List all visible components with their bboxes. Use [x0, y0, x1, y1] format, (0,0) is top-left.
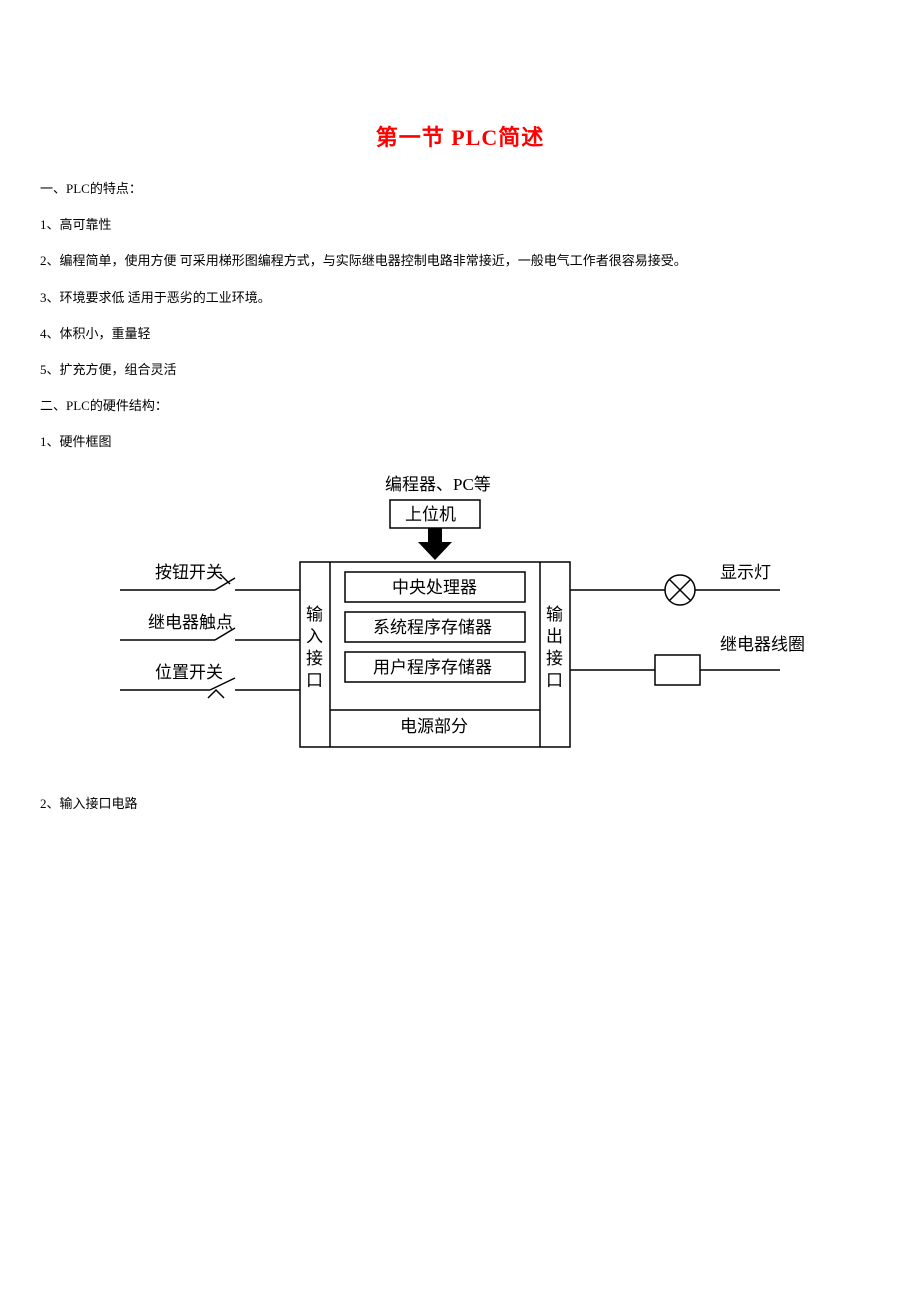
heading-features: 一、PLC的特点： [40, 180, 880, 198]
arrow-shaft [428, 528, 442, 542]
feature-item: 2、编程简单，使用方便 可采用梯形图编程方式，与实际继电器控制电路非常接近，一般… [40, 252, 880, 270]
diagram-input-label: 按钮开关 [155, 563, 223, 582]
diagram-power-label: 电源部分 [400, 717, 468, 736]
feature-item: 3、环境要求低 适用于恶劣的工业环境。 [40, 289, 880, 307]
diagram-output-label: 显示灯 [720, 563, 771, 582]
feature-item: 4、体积小，重量轻 [40, 325, 880, 343]
diagram-top-box-label: 上位机 [405, 505, 456, 524]
hardware-item: 1、硬件框图 [40, 433, 880, 451]
document-title: 第一节 PLC简述 [40, 120, 880, 152]
hardware-item: 2、输入接口电路 [40, 795, 880, 813]
hardware-block-diagram: 编程器、PC等 上位机 输入接口 输出接口 中央处理器 系统程序存储器 用户程序… [40, 470, 880, 775]
diagram-right-port: 输出接口 [546, 605, 563, 690]
arrow-head-icon [418, 542, 452, 560]
feature-item: 1、高可靠性 [40, 216, 880, 234]
diagram-coil-icon [655, 655, 700, 685]
diagram-center-label: 中央处理器 [392, 578, 477, 597]
feature-item: 5、扩充方便，组合灵活 [40, 361, 880, 379]
diagram-center-label: 用户程序存储器 [373, 658, 492, 677]
diagram-limit-switch-icon [208, 690, 224, 698]
diagram-left-port: 输入接口 [306, 605, 323, 690]
diagram-input-label: 位置开关 [155, 663, 223, 682]
diagram-center-label: 系统程序存储器 [373, 618, 492, 637]
diagram-top-label: 编程器、PC等 [385, 475, 491, 494]
heading-hardware: 二、PLC的硬件结构： [40, 397, 880, 415]
diagram-output-label: 继电器线圈 [720, 635, 805, 654]
diagram-input-label: 继电器触点 [148, 613, 233, 632]
